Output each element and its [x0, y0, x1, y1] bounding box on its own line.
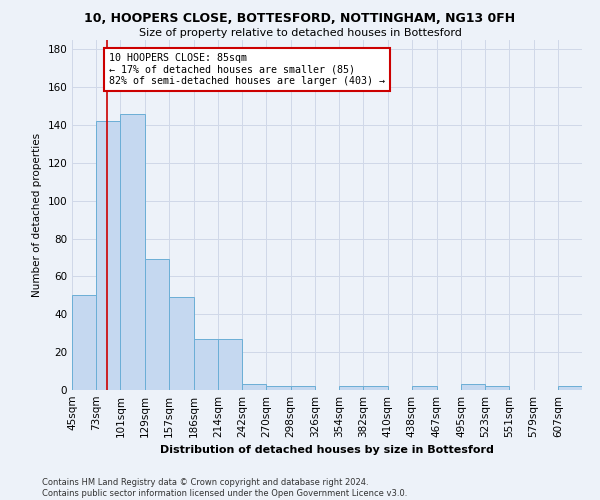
Text: Contains HM Land Registry data © Crown copyright and database right 2024.
Contai: Contains HM Land Registry data © Crown c… [42, 478, 407, 498]
Bar [121, 114, 145, 390]
X-axis label: Distribution of detached houses by size in Bottesford: Distribution of detached houses by size … [160, 446, 494, 456]
Bar [242, 384, 266, 390]
Bar [194, 339, 218, 390]
Bar [412, 386, 437, 390]
Bar [72, 296, 96, 390]
Bar [218, 339, 242, 390]
Text: Size of property relative to detached houses in Bottesford: Size of property relative to detached ho… [139, 28, 461, 38]
Text: 10, HOOPERS CLOSE, BOTTESFORD, NOTTINGHAM, NG13 0FH: 10, HOOPERS CLOSE, BOTTESFORD, NOTTINGHA… [85, 12, 515, 26]
Bar [266, 386, 290, 390]
Bar [339, 386, 364, 390]
Bar [461, 384, 485, 390]
Bar [290, 386, 315, 390]
Bar [96, 122, 121, 390]
Text: 10 HOOPERS CLOSE: 85sqm
← 17% of detached houses are smaller (85)
82% of semi-de: 10 HOOPERS CLOSE: 85sqm ← 17% of detache… [109, 53, 385, 86]
Bar [558, 386, 582, 390]
Bar [364, 386, 388, 390]
Bar [145, 260, 169, 390]
Y-axis label: Number of detached properties: Number of detached properties [32, 133, 42, 297]
Bar [485, 386, 509, 390]
Bar [169, 298, 194, 390]
